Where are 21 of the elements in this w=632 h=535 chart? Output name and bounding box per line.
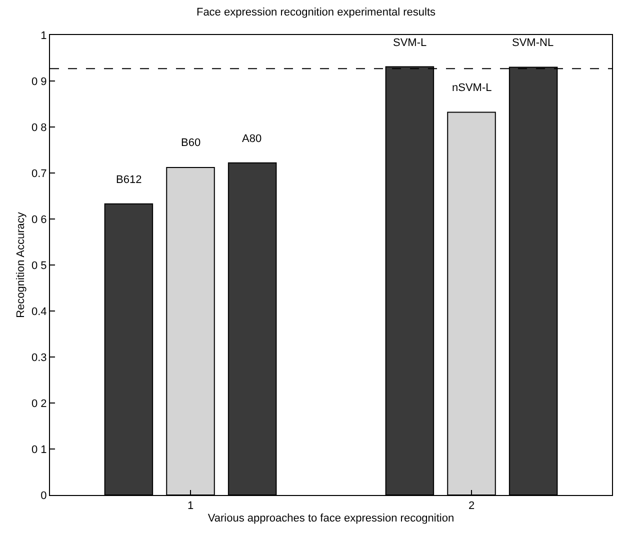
y-tick-label: 0.3: [32, 352, 47, 364]
y-tick-label: 0 6: [32, 214, 47, 226]
y-tick-label: 1: [40, 30, 47, 42]
y-tick-label: 0.4: [32, 306, 47, 318]
annotation: SVM-L: [393, 37, 427, 49]
y-tick-label: 0 8: [32, 122, 47, 134]
chart-title: Face expression recognition experimental results: [196, 6, 436, 19]
annotation: A80: [242, 133, 262, 145]
y-tick-label: 0 9: [32, 76, 47, 88]
y-tick-label: 0.7: [32, 168, 47, 180]
annotation: B60: [181, 137, 201, 149]
y-tick-label: 0 5: [32, 260, 47, 272]
y-tick-label: 0 2: [32, 398, 47, 410]
annotation: SVM-NL: [512, 37, 554, 49]
annotation: B612: [116, 174, 142, 186]
y-axis-title: Recognition Accuracy: [15, 212, 28, 318]
x-axis-title: Various approaches to face expression recognition: [208, 512, 454, 524]
y-tick-label: 0 1: [32, 444, 47, 456]
y-tick-label: 0: [40, 490, 47, 502]
x-tick-label: 2: [468, 500, 475, 512]
annotation: nSVM-L: [452, 82, 492, 94]
